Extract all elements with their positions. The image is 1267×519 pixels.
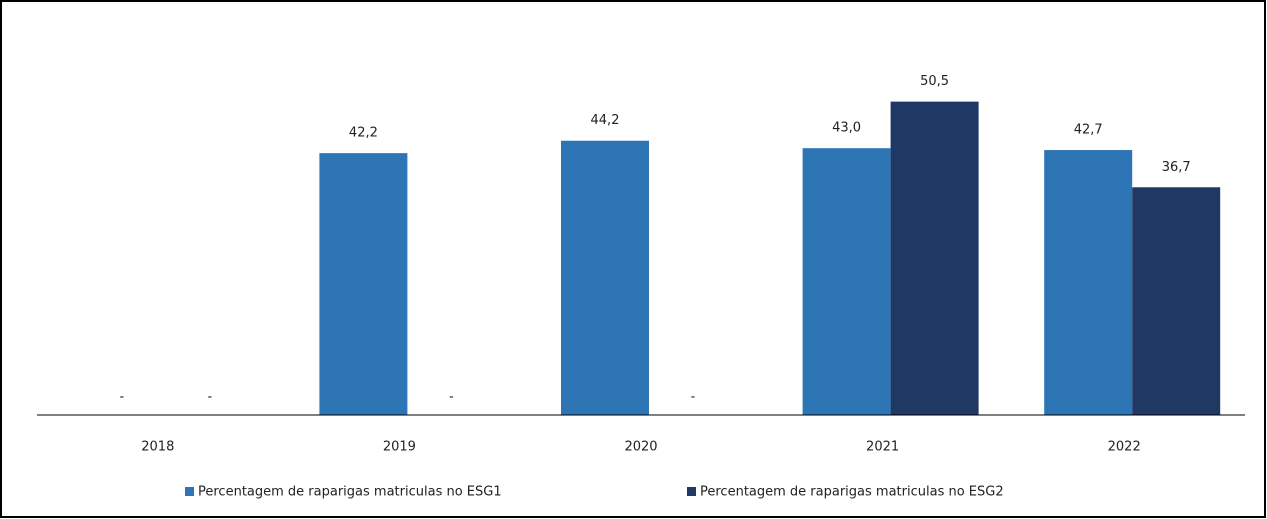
legend-swatch — [687, 487, 696, 496]
x-tick-label: 2021 — [866, 440, 899, 455]
legend-label: Percentagem de raparigas matriculas no E… — [700, 485, 1004, 500]
bar — [1132, 187, 1221, 415]
data-label: 50,5 — [920, 74, 949, 89]
bar — [802, 148, 891, 415]
x-tick-label: 2020 — [624, 440, 657, 455]
data-label: 42,7 — [1074, 123, 1103, 138]
x-tick-label: 2019 — [383, 440, 416, 455]
legend-label: Percentagem de raparigas matriculas no E… — [198, 485, 502, 500]
legend-swatch — [185, 487, 194, 496]
data-label: - — [691, 390, 696, 405]
data-label: 36,7 — [1162, 160, 1191, 175]
data-label: 42,2 — [349, 126, 378, 141]
x-tick-label: 2018 — [141, 440, 174, 455]
data-label: 44,2 — [591, 113, 620, 128]
bar — [561, 140, 649, 415]
bar — [1044, 150, 1133, 416]
data-label: - — [207, 390, 212, 405]
x-tick-label: 2022 — [1108, 440, 1141, 455]
data-label: - — [449, 390, 454, 405]
bar — [890, 101, 979, 416]
data-label: 43,0 — [832, 121, 861, 136]
bar — [319, 153, 408, 415]
data-label: - — [119, 390, 124, 405]
